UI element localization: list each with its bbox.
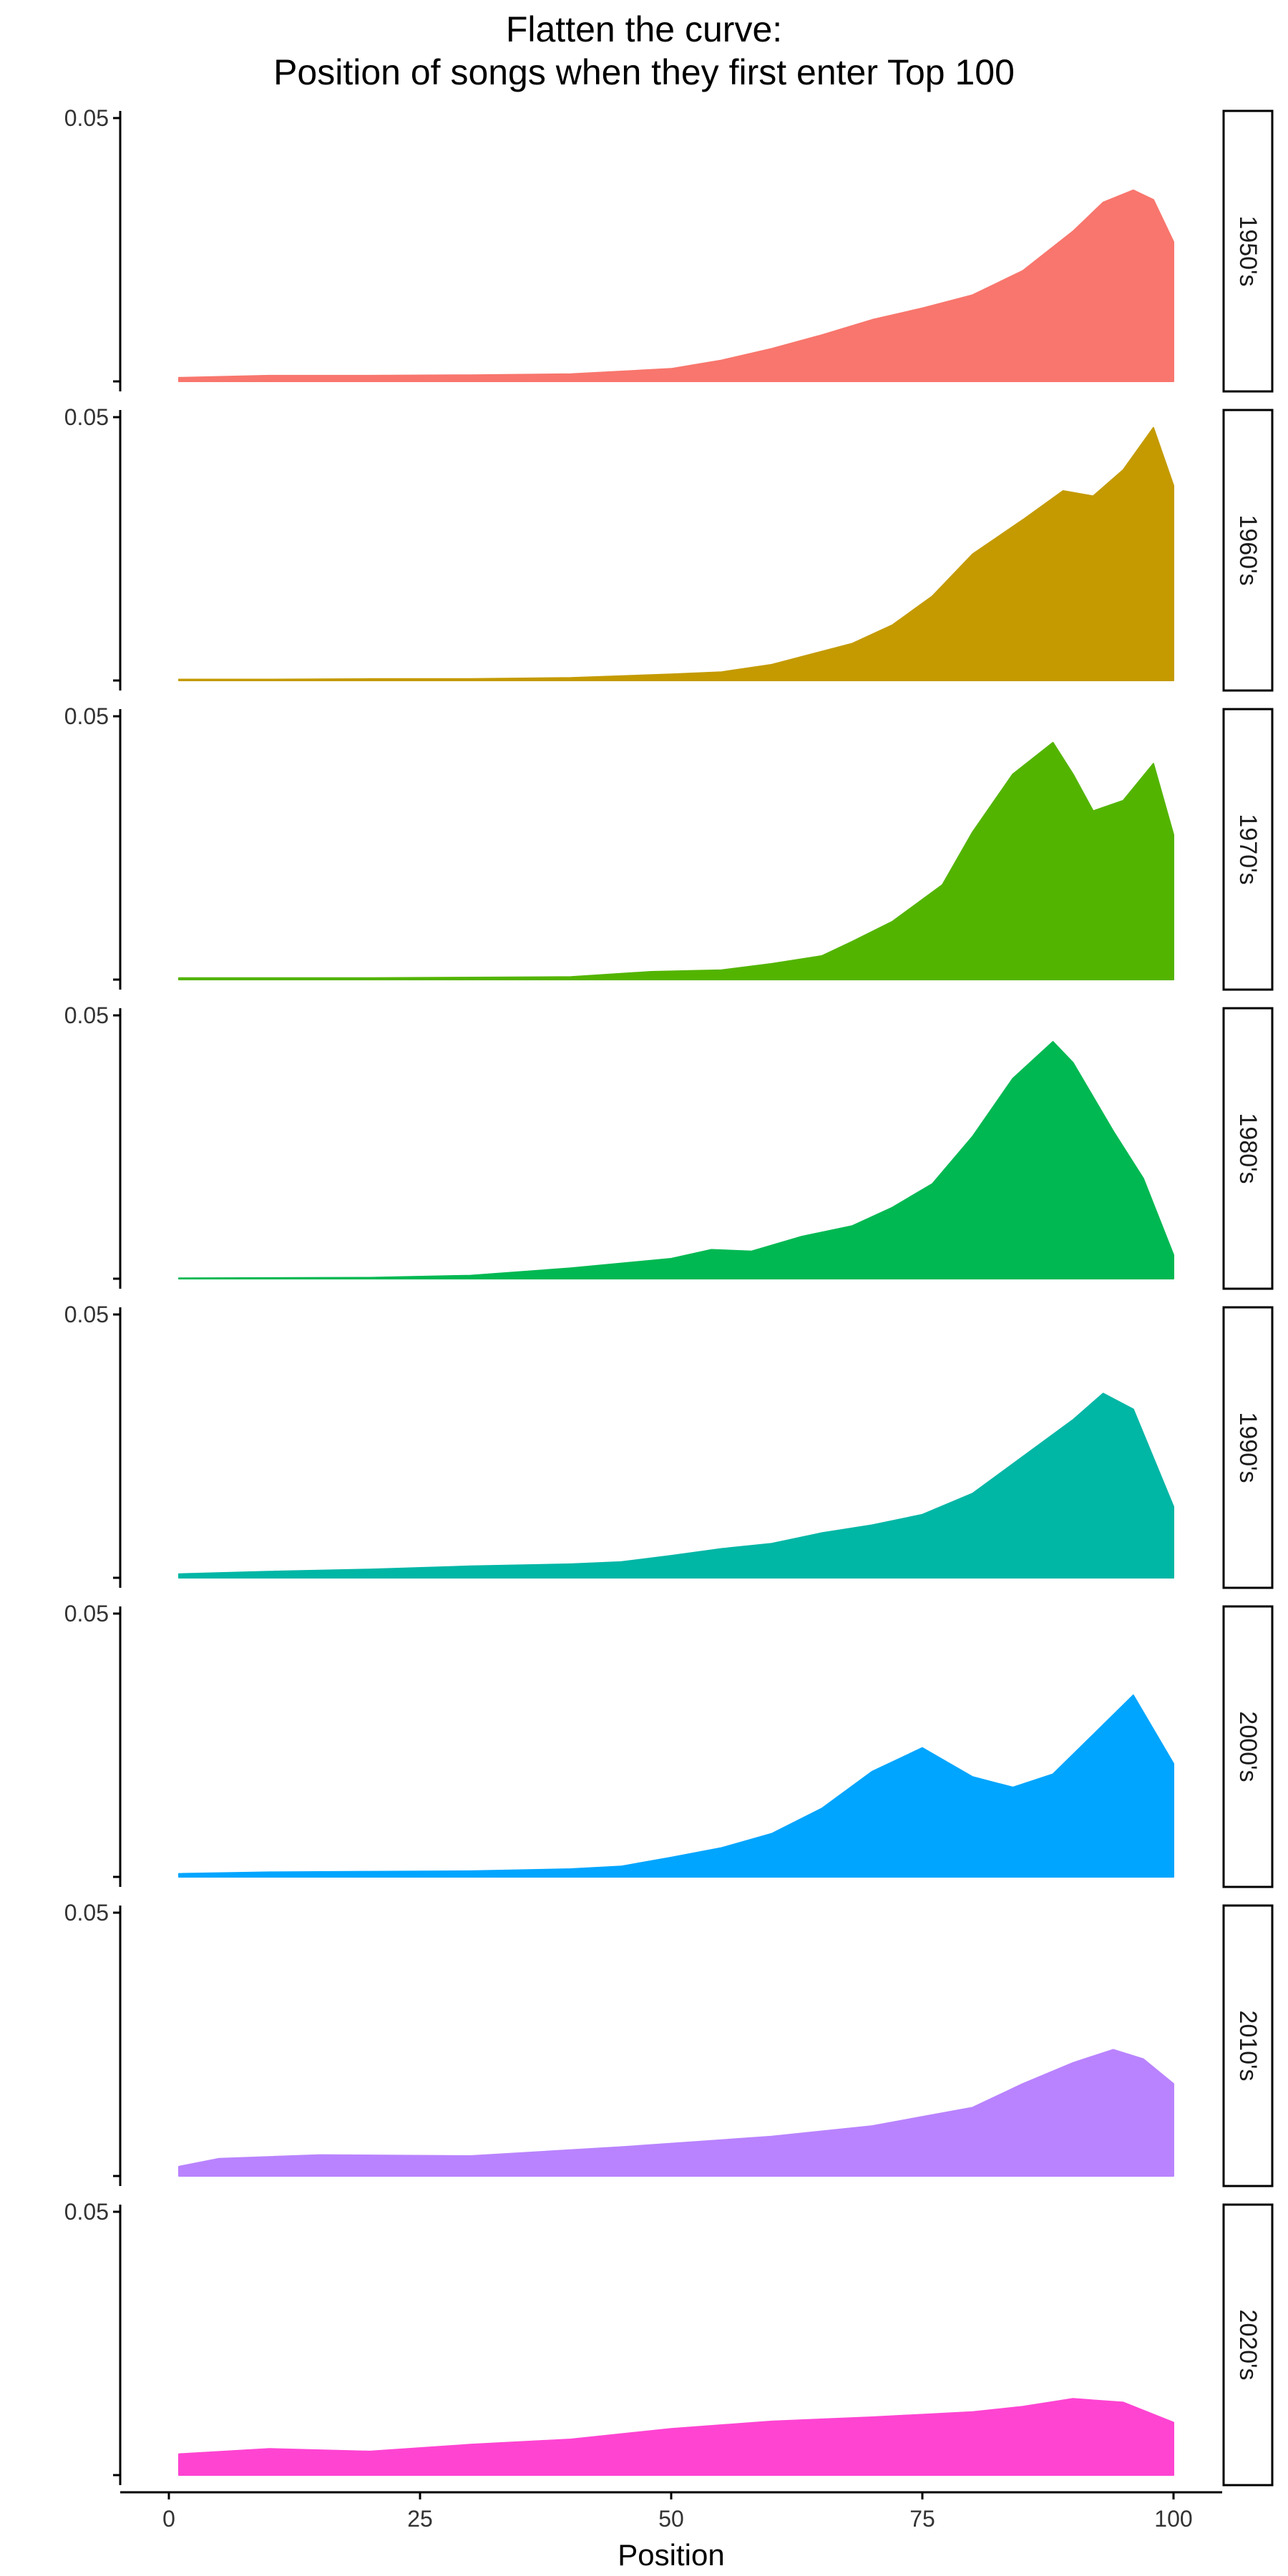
facet-strip-7 bbox=[1222, 2203, 1274, 2487]
facet-strip-label-0: 1950's bbox=[1234, 215, 1262, 286]
x-tick-label-1: 25 bbox=[407, 2506, 433, 2532]
x-axis-title: Position bbox=[618, 2538, 724, 2572]
density-area-2 bbox=[178, 741, 1174, 980]
facet-strip-label-4: 1990's bbox=[1234, 1412, 1262, 1483]
density-area-4 bbox=[178, 1392, 1174, 1579]
y-tick-label-3-1: 0.05 bbox=[64, 1002, 109, 1028]
facet-strip-label-6: 2010's bbox=[1234, 2010, 1262, 2081]
y-tick-label-0-1: 0.05 bbox=[64, 105, 109, 131]
facet-strip-label-3: 1980's bbox=[1234, 1113, 1262, 1184]
facet-strip-label-1: 1960's bbox=[1234, 514, 1262, 585]
facet-strip-4 bbox=[1222, 1306, 1274, 1589]
chart-title-line-2: Position of songs when they first enter … bbox=[273, 52, 1015, 92]
density-area-3 bbox=[178, 1040, 1174, 1279]
y-tick-label-4-1: 0.05 bbox=[64, 1302, 109, 1327]
y-tick-label-7-1: 0.05 bbox=[64, 2199, 109, 2225]
density-area-7 bbox=[178, 2398, 1174, 2476]
y-tick-label-6-1: 0.05 bbox=[64, 1900, 109, 1926]
chart-title-line-1: Flatten the curve: bbox=[505, 9, 783, 49]
x-tick-label-0: 0 bbox=[162, 2506, 175, 2532]
density-area-0 bbox=[178, 189, 1174, 382]
x-tick-label-3: 75 bbox=[909, 2506, 935, 2532]
density-area-1 bbox=[178, 426, 1174, 681]
facet-strip-1 bbox=[1222, 409, 1274, 692]
facet-strip-2 bbox=[1222, 708, 1274, 991]
facet-strip-label-7: 2020's bbox=[1234, 2309, 1262, 2380]
x-tick-label-4: 100 bbox=[1154, 2506, 1192, 2532]
facet-strip-3 bbox=[1222, 1007, 1274, 1290]
y-tick-label-5-1: 0.05 bbox=[64, 1601, 109, 1626]
density-area-6 bbox=[178, 2049, 1174, 2177]
y-tick-label-1-1: 0.05 bbox=[64, 404, 109, 430]
density-area-5 bbox=[178, 1694, 1174, 1878]
facet-strip-5 bbox=[1222, 1605, 1274, 1888]
facet-strip-0 bbox=[1222, 109, 1274, 393]
facet-strip-label-2: 1970's bbox=[1234, 814, 1262, 884]
facet-strip-6 bbox=[1222, 1904, 1274, 2187]
facet-strip-label-5: 2000's bbox=[1234, 1711, 1262, 1782]
y-tick-label-2-1: 0.05 bbox=[64, 703, 109, 729]
x-tick-label-2: 50 bbox=[658, 2506, 684, 2532]
